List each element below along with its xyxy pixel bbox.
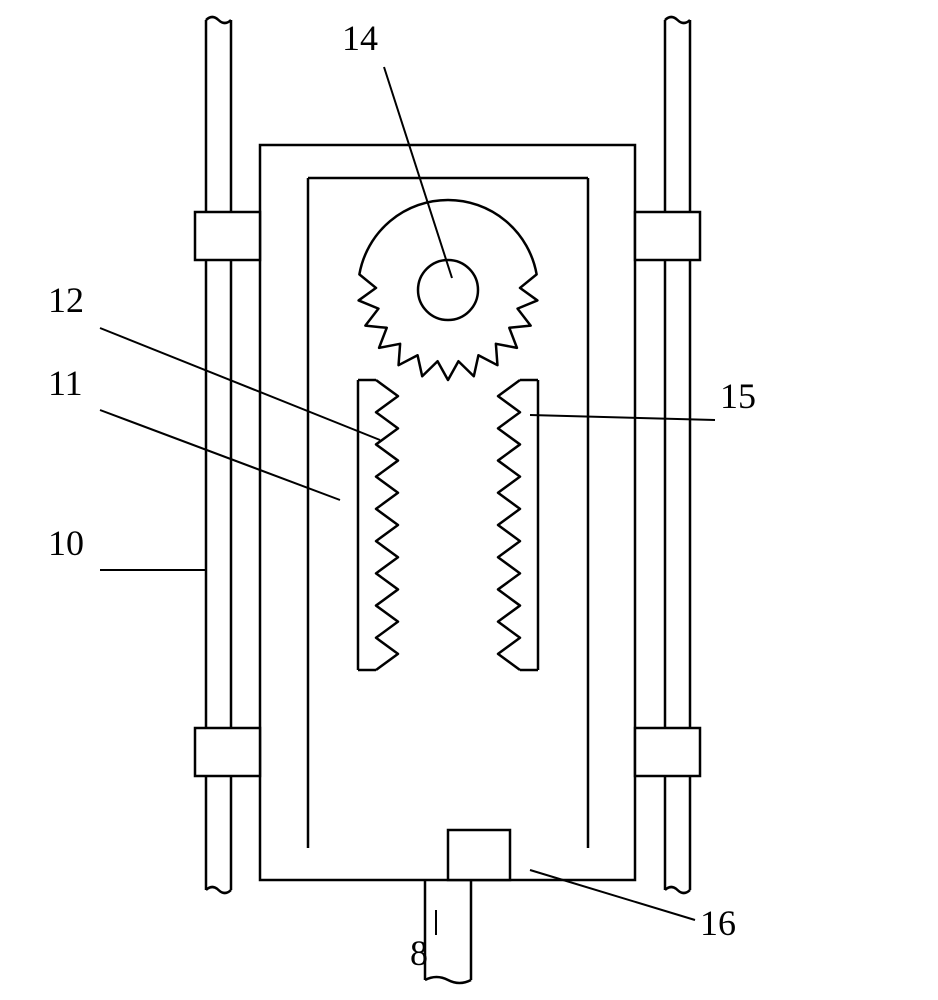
bottom-left-bracket bbox=[195, 728, 260, 776]
gear bbox=[359, 200, 538, 380]
bottom-right-bracket bbox=[635, 728, 700, 776]
l8: 8 bbox=[410, 933, 428, 973]
l16: 16 bbox=[700, 903, 736, 943]
bottom-block bbox=[448, 830, 510, 880]
leader-l15 bbox=[530, 415, 715, 420]
mechanical-diagram: 14 12 11 10 15 8 16 bbox=[0, 0, 938, 1000]
l15: 15 bbox=[720, 376, 756, 416]
l10: 10 bbox=[48, 523, 84, 563]
top-left-bracket bbox=[195, 212, 260, 260]
l12: 12 bbox=[48, 280, 84, 320]
leader-l11 bbox=[100, 410, 340, 500]
l14: 14 bbox=[342, 18, 378, 58]
l11: 11 bbox=[48, 363, 83, 403]
leader-l12 bbox=[100, 328, 380, 440]
top-right-bracket bbox=[635, 212, 700, 260]
leader-l16 bbox=[530, 870, 695, 920]
